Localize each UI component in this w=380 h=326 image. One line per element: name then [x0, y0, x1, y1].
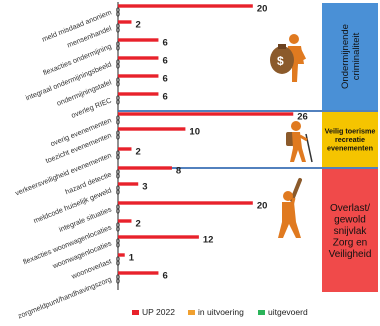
zero-label-2-16: 0 — [116, 279, 120, 286]
bar-up-2022-15 — [118, 253, 125, 257]
icons-layer: $ — [270, 34, 313, 238]
group-panel-3 — [322, 169, 378, 292]
value-label-14: 12 — [203, 235, 214, 246]
zero-label-1-5: 0 — [116, 78, 120, 85]
legend-label-1: UP 2022 — [142, 307, 175, 317]
group-label-1: Ondermijnendecriminaliteit — [340, 24, 362, 89]
bar-up-2022-5 — [118, 74, 159, 78]
bar-up-2022-13 — [118, 219, 132, 223]
svg-text:$: $ — [277, 54, 284, 68]
value-label-9: 2 — [135, 147, 140, 158]
zero-label-1-15: 0 — [116, 257, 120, 264]
zero-label-1-3: 0 — [116, 42, 120, 49]
zero-label-1-2: 0 — [116, 24, 120, 31]
zero-label-1-7: 0 — [116, 116, 120, 123]
bat-figure-icon — [278, 178, 302, 238]
zero-label-2-13: 0 — [116, 227, 120, 234]
zero-label-2-11: 0 — [116, 190, 120, 197]
bar-up-2022-9 — [118, 147, 132, 151]
zero-label-1-12: 0 — [116, 205, 120, 212]
bar-up-2022-16 — [118, 271, 159, 275]
bar-up-2022-12 — [118, 201, 253, 205]
zero-label-2-1: 0 — [116, 12, 120, 19]
zero-label-2-9: 0 — [116, 155, 120, 162]
legend-label-2: in uitvoering — [198, 307, 244, 317]
zero-label-1-9: 0 — [116, 151, 120, 158]
value-label-3: 6 — [162, 38, 167, 49]
value-label-11: 3 — [142, 182, 147, 193]
legend-swatch-1 — [132, 310, 139, 315]
bar-up-2022-6 — [118, 92, 159, 96]
legend-swatch-3 — [258, 310, 265, 315]
zero-label-2-8: 0 — [116, 135, 120, 142]
bar-up-2022-14 — [118, 235, 199, 239]
zero-label-2-15: 0 — [116, 261, 120, 268]
value-label-4: 6 — [162, 56, 167, 67]
group-panels: Ondermijnendecriminaliteit Veilig toerism… — [117, 2, 378, 292]
zero-label-1-13: 0 — [116, 223, 120, 230]
zero-label-2-2: 0 — [116, 28, 120, 35]
zero-label-2-4: 0 — [116, 64, 120, 71]
bar-up-2022-10 — [118, 166, 172, 170]
bars-layer — [118, 4, 294, 275]
zero-label-2-5: 0 — [116, 82, 120, 89]
bar-up-2022-4 — [118, 56, 159, 60]
value-label-7: 26 — [297, 112, 308, 123]
value-label-8: 10 — [189, 127, 200, 138]
bar-up-2022-11 — [118, 182, 139, 186]
zero-label-2-3: 0 — [116, 46, 120, 53]
zero-label-1-10: 0 — [116, 170, 120, 177]
zero-label-1-8: 0 — [116, 131, 120, 138]
zero-label-1-14: 0 — [116, 239, 120, 246]
bar-up-2022-8 — [118, 127, 186, 131]
zero-label-1-16: 0 — [116, 275, 120, 282]
zero-label-1-11: 0 — [116, 186, 120, 193]
value-label-5: 6 — [162, 74, 167, 85]
bar-up-2022-3 — [118, 38, 159, 42]
zero-label-2-10: 0 — [116, 174, 120, 181]
group-panel-1 — [322, 3, 378, 110]
value-label-13: 2 — [135, 219, 140, 230]
value-label-16: 6 — [162, 271, 167, 282]
zero-label-1-6: 0 — [116, 96, 120, 103]
zero-label-2-14: 0 — [116, 243, 120, 250]
group-label-3: Overlast/gewold snijvlak Zorg en Veiligheid — [329, 203, 372, 260]
value-label-1: 20 — [257, 4, 268, 15]
zero-label-2-12: 0 — [116, 209, 120, 216]
group-label-2: Veilig toerisme recreatie evenementen — [325, 127, 376, 153]
zero-label-1-4: 0 — [116, 60, 120, 67]
category-label-16: zorgmeldpunt/handhavingszorg — [16, 275, 112, 321]
value-label-2: 2 — [135, 20, 140, 31]
value-label-6: 6 — [162, 92, 167, 103]
zero-label-2-7: 0 — [116, 120, 120, 127]
bar-up-2022-7 — [118, 112, 294, 116]
group-panel-2 — [322, 112, 378, 167]
bar-up-2022-2 — [118, 20, 132, 24]
money-bag-figure-icon: $ — [270, 34, 307, 82]
legend-swatch-2 — [188, 310, 195, 315]
zero-label-1-1: 0 — [116, 8, 120, 15]
value-label-12: 20 — [257, 201, 268, 212]
legend: UP 2022 in uitvoering uitgevoerd — [132, 307, 308, 317]
value-label-15: 1 — [129, 253, 135, 264]
hiker-icon — [286, 121, 313, 163]
legend-label-3: uitgevoerd — [268, 307, 308, 317]
zero-label-2-6: 0 — [116, 100, 120, 107]
bar-up-2022-1 — [118, 4, 253, 8]
value-label-10: 8 — [176, 166, 181, 177]
